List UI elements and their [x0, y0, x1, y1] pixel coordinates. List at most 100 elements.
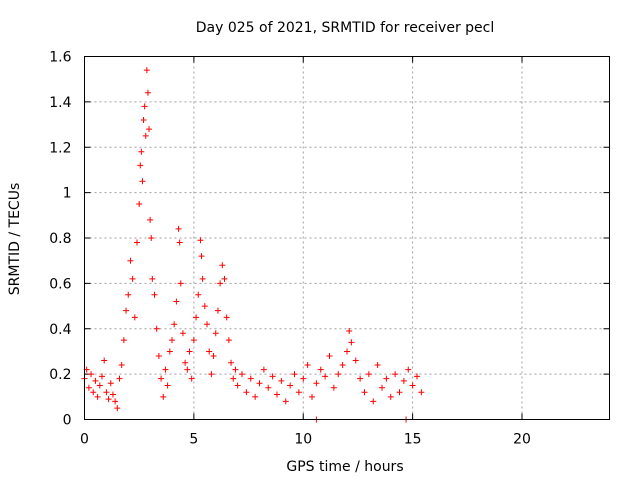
x-axis-label: GPS time / hours: [286, 459, 403, 475]
data-point: [217, 280, 224, 287]
data-point: [265, 384, 272, 391]
data-point: [155, 352, 162, 359]
data-point: [198, 253, 205, 260]
data-point: [260, 366, 267, 373]
data-point: [225, 337, 232, 344]
data-point: [173, 298, 180, 305]
data-point: [186, 348, 193, 355]
data-point: [374, 362, 381, 369]
data-points: [81, 67, 425, 423]
y-axis-label: SRMTID / TECUs: [7, 183, 23, 296]
data-point: [232, 366, 239, 373]
data-point: [365, 371, 372, 378]
data-point: [142, 132, 149, 139]
data-point: [175, 225, 182, 232]
data-point: [94, 393, 101, 400]
data-point: [405, 366, 412, 373]
data-point: [136, 200, 143, 207]
data-point: [171, 321, 178, 328]
data-point: [239, 371, 245, 378]
data-point: [141, 103, 148, 110]
data-point: [322, 373, 329, 380]
data-point: [166, 348, 173, 355]
data-point: [414, 373, 420, 380]
y-tick-label: 0: [63, 413, 72, 429]
data-point: [221, 275, 228, 282]
x-tick-label: 20: [513, 432, 531, 448]
data-point: [88, 371, 95, 378]
data-point: [204, 321, 210, 328]
data-point: [177, 280, 184, 287]
data-point: [101, 357, 108, 364]
y-tick-label: 1.6: [49, 50, 71, 66]
data-point: [162, 366, 169, 373]
data-point: [129, 275, 136, 282]
data-point: [361, 389, 368, 396]
y-tick-label: 1.2: [49, 140, 71, 156]
data-point: [143, 67, 150, 74]
y-tick-label: 1.4: [49, 95, 71, 111]
chart-title: Day 025 of 2021, SRMTID for receiver pec…: [196, 20, 495, 36]
y-tick-label: 0.6: [49, 276, 71, 292]
data-point: [137, 162, 144, 169]
data-point: [199, 275, 206, 282]
data-point: [230, 375, 237, 382]
x-axis-ticks: 0 5 10 15 20: [80, 56, 531, 448]
data-point: [269, 373, 276, 380]
y-tick-label: 1: [63, 186, 72, 202]
data-point: [146, 126, 153, 133]
data-point: [256, 380, 263, 387]
x-tick-label: 10: [294, 432, 312, 448]
data-point: [112, 398, 119, 405]
data-point: [176, 239, 183, 246]
data-point: [400, 377, 407, 384]
data-point: [287, 382, 294, 389]
data-point: [125, 291, 132, 298]
data-point: [147, 216, 154, 223]
y-tick-label: 0.4: [49, 322, 71, 338]
data-point: [339, 362, 346, 369]
data-point: [206, 348, 213, 355]
data-point: [304, 362, 311, 369]
data-point: [184, 366, 191, 373]
data-point: [131, 314, 138, 321]
data-point: [383, 375, 390, 382]
data-point: [278, 377, 285, 384]
data-point: [103, 389, 110, 396]
data-point: [352, 357, 359, 364]
data-point: [188, 375, 195, 382]
data-point: [282, 398, 289, 405]
data-point: [252, 393, 259, 400]
data-point: [291, 371, 298, 378]
data-point: [326, 352, 333, 359]
data-point: [409, 382, 416, 389]
y-tick-label: 0.2: [49, 367, 71, 383]
data-point: [309, 393, 315, 400]
data-point: [105, 396, 112, 403]
plot-frame: [84, 56, 610, 420]
data-point: [134, 239, 140, 246]
data-point: [313, 380, 320, 387]
data-point: [85, 384, 92, 391]
data-point: [387, 393, 394, 400]
y-tick-label: 0.8: [49, 231, 71, 247]
data-point: [247, 375, 254, 382]
data-point: [219, 262, 226, 269]
data-point: [158, 375, 165, 382]
data-point: [164, 382, 171, 389]
data-point: [179, 330, 186, 337]
data-point: [116, 375, 123, 382]
data-point: [214, 307, 221, 314]
data-point: [148, 235, 155, 241]
data-point: [396, 389, 403, 396]
data-point: [99, 373, 105, 380]
data-point: [392, 371, 399, 378]
y-axis-ticks: 0 0.2 0.4 0.6 0.8 1 1.2 1.4 1.6: [49, 50, 610, 429]
data-point: [140, 117, 147, 124]
data-point: [243, 389, 250, 396]
data-point: [330, 384, 337, 391]
data-point: [193, 314, 200, 321]
data-point: [274, 391, 280, 398]
x-tick-label: 0: [80, 432, 89, 448]
